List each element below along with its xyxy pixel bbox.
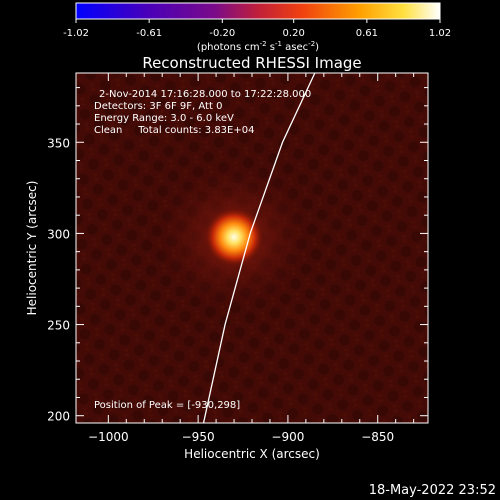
y-tick-label: 350 xyxy=(47,136,70,150)
annotation-time: 2-Nov-2014 17:16:28.000 to 17:22:28.000 xyxy=(99,89,311,100)
x-axis-label: Heliocentric X (arcsec) xyxy=(184,447,320,461)
hxr-source xyxy=(204,207,265,268)
colorbar-tick-label: 0.20 xyxy=(283,28,305,39)
peak-position-label: Position of Peak = [-930,298] xyxy=(94,400,240,411)
solar-limb xyxy=(202,73,316,423)
colorbar-tick-label: -0.20 xyxy=(209,28,235,39)
annotation-clean: Clean Total counts: 3.83E+04 xyxy=(94,125,254,136)
colorbar: -1.02 -0.61 -0.20 0.20 0.61 1.02 (photons cm-… xyxy=(63,2,451,53)
x-tick-label: −1000 xyxy=(88,430,129,444)
y-tick-label: 250 xyxy=(47,319,70,333)
colorbar-unit: (photons cm-2 s-1 asec-2) xyxy=(197,40,319,53)
observation-info: 2-Nov-2014 17:16:28.000 to 17:22:28.000 … xyxy=(94,89,311,136)
timestamp: 18-May-2022 23:52 xyxy=(369,483,496,498)
colorbar-tick-label: -1.02 xyxy=(63,28,89,39)
colorbar-tick-label: -0.61 xyxy=(136,28,162,39)
x-tick-label: −950 xyxy=(182,430,215,444)
y-tick-label: 200 xyxy=(47,410,70,424)
x-tick-label: −900 xyxy=(271,430,304,444)
annotation-energy: Energy Range: 3.0 - 6.0 keV xyxy=(94,113,234,124)
colorbar-tick-label: 1.02 xyxy=(429,28,451,39)
y-tick-label: 300 xyxy=(47,227,70,241)
chart-title: Reconstructed RHESSI Image xyxy=(142,54,361,72)
colorbar-tick-label: 0.61 xyxy=(356,28,378,39)
colorbar-gradient xyxy=(75,2,441,20)
annotation-detectors: Detectors: 3F 6F 9F, Att 0 xyxy=(94,101,222,112)
axis-ticks: −1000 −950 −900 −850 200 250 300 350 xyxy=(47,73,428,444)
plot-area xyxy=(76,73,428,423)
colorbar-ticks: -1.02 -0.61 -0.20 0.20 0.61 1.02 xyxy=(63,19,451,39)
x-tick-label: −850 xyxy=(361,430,394,444)
y-axis-label: Heliocentric Y (arcsec) xyxy=(25,181,39,316)
